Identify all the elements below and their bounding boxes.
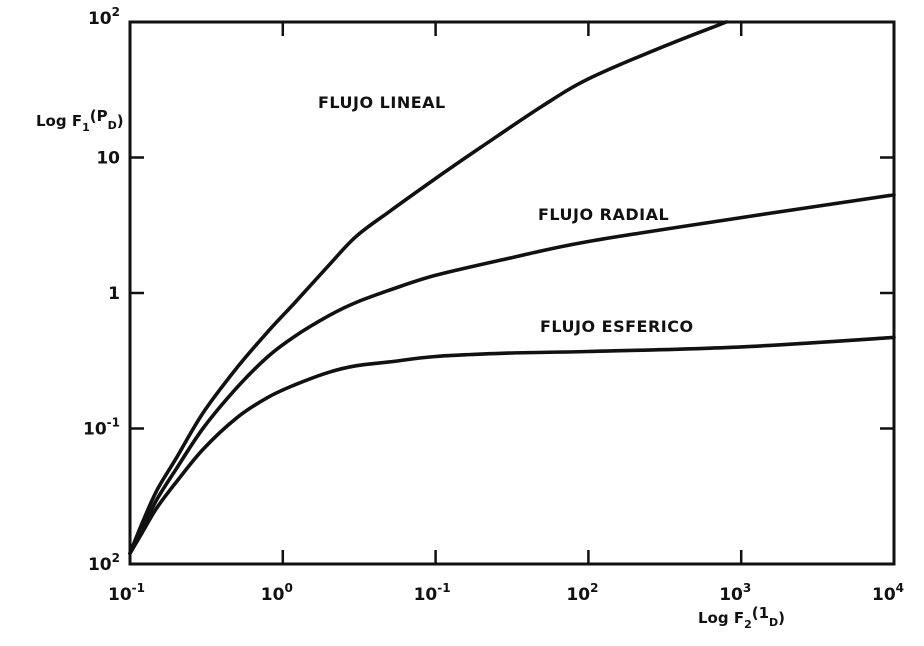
x-tick-label: 10-1 [108, 581, 145, 605]
x-tick-label: 10-1 [414, 581, 451, 605]
x-tick-label: 102 [566, 581, 598, 605]
curve-flujo-esferico [128, 335, 896, 556]
x-tick-label: 103 [719, 581, 751, 605]
y-axis-label: Log F1(PD) [36, 107, 124, 134]
curves [128, 20, 896, 556]
y-tick-label: 102 [88, 551, 120, 575]
x-axis-label: Log F2(1D) [698, 604, 785, 631]
curve-flujo-lineal [128, 20, 729, 556]
x-tick-label: 100 [261, 581, 293, 605]
x-tick-label: 104 [872, 581, 904, 605]
tick-labels: 10-1 100 10-1 102 103 104 102 10 1 10-1 102 [83, 5, 904, 605]
curve-label-flujo-radial: FLUJO RADIAL [538, 205, 669, 224]
y-tick-label: 10 [96, 149, 120, 169]
plot-frame [128, 20, 896, 566]
axis-ticks [130, 22, 894, 564]
curve-label-flujo-lineal: FLUJO LINEAL [318, 93, 446, 112]
y-tick-label: 1 [108, 284, 120, 304]
curve-label-flujo-esferico: FLUJO ESFERICO [540, 317, 694, 336]
y-tick-label: 10-1 [83, 416, 120, 440]
curve-flujo-radial [128, 193, 896, 556]
y-tick-label: 102 [88, 5, 120, 29]
